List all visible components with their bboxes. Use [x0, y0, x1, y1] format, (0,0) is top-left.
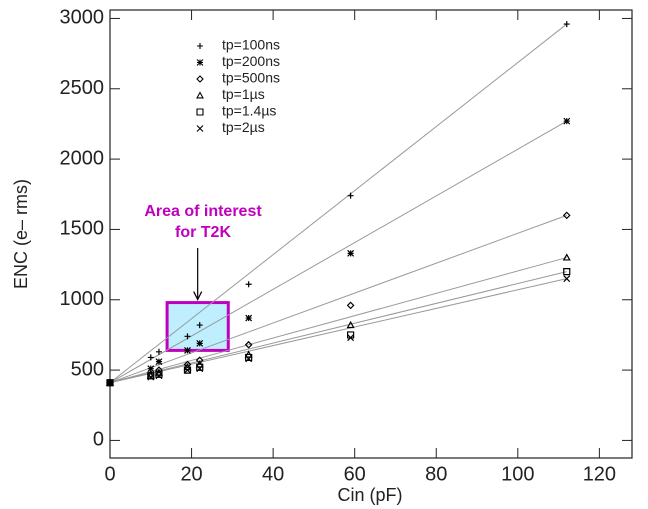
y-tick-label: 2000 [60, 147, 105, 169]
data-point [347, 331, 355, 339]
annotation: for T2K [175, 224, 231, 241]
y-tick-label: 500 [71, 358, 104, 380]
data-point [563, 117, 571, 125]
data-point [147, 373, 155, 381]
data-point [196, 365, 204, 373]
legend-label: tp=2µs [222, 119, 265, 135]
data-point [195, 356, 204, 365]
fit-line [109, 257, 567, 384]
annotation-arrowhead [193, 291, 203, 301]
legend-label: tp=500ns [222, 70, 280, 86]
legend-label: tp=1µs [222, 86, 265, 102]
data-point [155, 370, 163, 378]
x-tick-label: 120 [583, 463, 616, 485]
legend-marker [196, 125, 204, 132]
data-point [106, 379, 114, 387]
data-point [196, 322, 203, 329]
data-point [245, 353, 253, 362]
fit-line [109, 120, 567, 384]
data-point [244, 340, 253, 349]
fit-line [109, 214, 567, 384]
data-point [184, 333, 191, 340]
data-point [147, 365, 155, 373]
data-point [347, 249, 355, 257]
legend-label: tp=1.4µs [222, 103, 276, 119]
data-point [155, 366, 163, 374]
y-tick-label: 2500 [60, 77, 105, 99]
data-point [105, 378, 115, 386]
data-point [347, 192, 354, 199]
legend-marker [196, 108, 204, 116]
data-point [245, 314, 253, 322]
data-point [155, 372, 163, 380]
data-point [155, 348, 162, 355]
data-point [563, 268, 571, 276]
data-point [155, 358, 163, 366]
legend-label: tp=200ns [222, 53, 280, 69]
x-axis-title: Cin (pF) [337, 485, 402, 505]
fit-line [109, 271, 567, 384]
fit-line [109, 23, 568, 384]
legend-label: tp=100ns [222, 37, 280, 53]
data-point [147, 372, 155, 380]
data-point [196, 339, 204, 347]
data-point [562, 211, 571, 220]
y-tick-label: 1500 [60, 218, 105, 240]
data-point [562, 253, 571, 261]
data-point [563, 21, 570, 28]
data-point [245, 355, 253, 363]
x-tick-label: 100 [501, 463, 534, 485]
x-tick-label: 60 [344, 463, 366, 485]
y-tick-label: 3000 [60, 7, 105, 29]
data-point [147, 354, 154, 361]
y-tick-label: 0 [93, 429, 104, 451]
data-point [346, 301, 355, 310]
y-axis-title: ENC (e– rms) [11, 179, 31, 289]
legend-marker [196, 59, 204, 66]
data-point [184, 366, 191, 374]
plot-frame [109, 9, 633, 459]
legend-marker [197, 43, 203, 49]
x-tick-label: 20 [180, 463, 202, 485]
annotation: Area of interest [144, 203, 262, 220]
x-tick-label: 80 [425, 463, 447, 485]
x-tick-label: 40 [262, 463, 284, 485]
data-point [184, 346, 191, 354]
data-point [347, 334, 355, 342]
data-point [346, 320, 355, 329]
y-tick-label: 1000 [60, 288, 105, 310]
legend-marker [196, 75, 204, 83]
data-point [245, 281, 252, 288]
data-point [196, 363, 204, 371]
x-tick-label: 0 [104, 463, 115, 485]
data-point [563, 275, 571, 283]
legend-marker [196, 91, 204, 99]
